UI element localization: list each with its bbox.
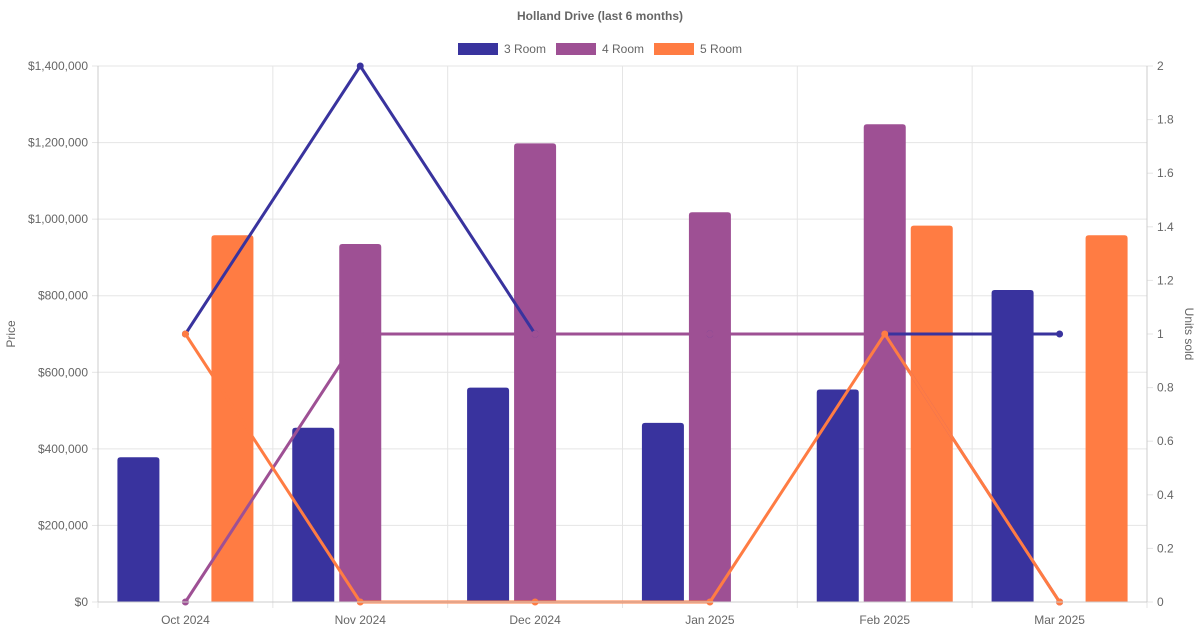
legend: 3 Room 4 Room 5 Room: [0, 42, 1200, 56]
y-left-tick-label: $1,000,000: [28, 212, 88, 226]
x-tick-label: Nov 2024: [335, 613, 387, 627]
y-left-tick-label: $400,000: [38, 442, 88, 456]
legend-item-4-room[interactable]: 4 Room: [555, 42, 645, 56]
y-left-tick-label: $0: [75, 595, 89, 609]
bar-5-room[interactable]: [1085, 235, 1128, 603]
y-left-tick-label: $600,000: [38, 365, 88, 379]
y-right-tick-label: 0.2: [1157, 541, 1174, 555]
y-right-tick-label: 1.4: [1157, 220, 1174, 234]
y-right-tick-label: 1.8: [1157, 113, 1174, 127]
legend-swatch-3-room: [457, 43, 498, 55]
bar-4-room[interactable]: [688, 212, 731, 602]
legend-item-3-room[interactable]: 3 Room: [457, 42, 546, 56]
y-left-tick-label: $200,000: [38, 518, 88, 532]
y-right-tick-label: 0: [1157, 595, 1164, 609]
legend-label-5-room: 5 Room: [700, 42, 743, 56]
point-3-room[interactable]: [1056, 330, 1064, 338]
bar-3-room[interactable]: [117, 457, 160, 602]
x-tick-label: Jan 2025: [685, 613, 735, 627]
y-right-tick-label: 1.2: [1157, 273, 1174, 287]
bar-5-room[interactable]: [211, 235, 254, 603]
chart-title: Holland Drive (last 6 months): [516, 9, 684, 23]
bar-4-room[interactable]: [339, 244, 382, 602]
bar-3-room[interactable]: [991, 289, 1034, 602]
x-tick-label: Mar 2025: [1034, 613, 1085, 627]
point-4-room[interactable]: [706, 330, 714, 338]
bar-3-room[interactable]: [641, 422, 684, 602]
x-tick-label: Dec 2024: [509, 613, 561, 627]
bar-5-room[interactable]: [910, 225, 953, 602]
y-left-tick-label: $1,200,000: [28, 136, 88, 150]
legend-label-3-room: 3 Room: [503, 42, 546, 56]
bar-4-room[interactable]: [514, 143, 557, 602]
point-3-room[interactable]: [356, 62, 364, 70]
y-right-tick-label: 0.6: [1157, 434, 1174, 448]
point-5-room[interactable]: [881, 330, 889, 338]
y-right-tick-label: 0.4: [1157, 488, 1174, 502]
legend-swatch-5-room: [654, 43, 695, 55]
bar-3-room[interactable]: [467, 387, 510, 602]
y-right-tick-label: 2: [1157, 59, 1164, 73]
x-tick-label: Oct 2024: [161, 613, 210, 627]
bar-3-room[interactable]: [292, 427, 335, 602]
point-4-room[interactable]: [531, 330, 539, 338]
y-left-axis-title: Price: [4, 320, 18, 348]
y-right-axis-title: Units sold: [1182, 308, 1196, 361]
point-5-room[interactable]: [181, 330, 189, 338]
y-right-tick-label: 1.6: [1157, 166, 1174, 180]
point-4-room[interactable]: [356, 330, 364, 338]
legend-label-4-room: 4 Room: [601, 42, 645, 56]
bar-4-room[interactable]: [863, 124, 906, 603]
y-right-tick-label: 0.8: [1157, 381, 1174, 395]
y-right-tick-label: 1: [1157, 327, 1164, 341]
x-tick-label: Feb 2025: [859, 613, 910, 627]
legend-swatch-4-room: [555, 43, 596, 55]
y-left-tick-label: $800,000: [38, 289, 88, 303]
y-left-tick-label: $1,400,000: [28, 59, 88, 73]
axes: $0 $200,000 $400,000 $600,000 $800,000 $1,000…: [4, 59, 1196, 627]
bar-3-room[interactable]: [816, 389, 859, 602]
legend-item-5-room[interactable]: 5 Room: [654, 42, 742, 56]
